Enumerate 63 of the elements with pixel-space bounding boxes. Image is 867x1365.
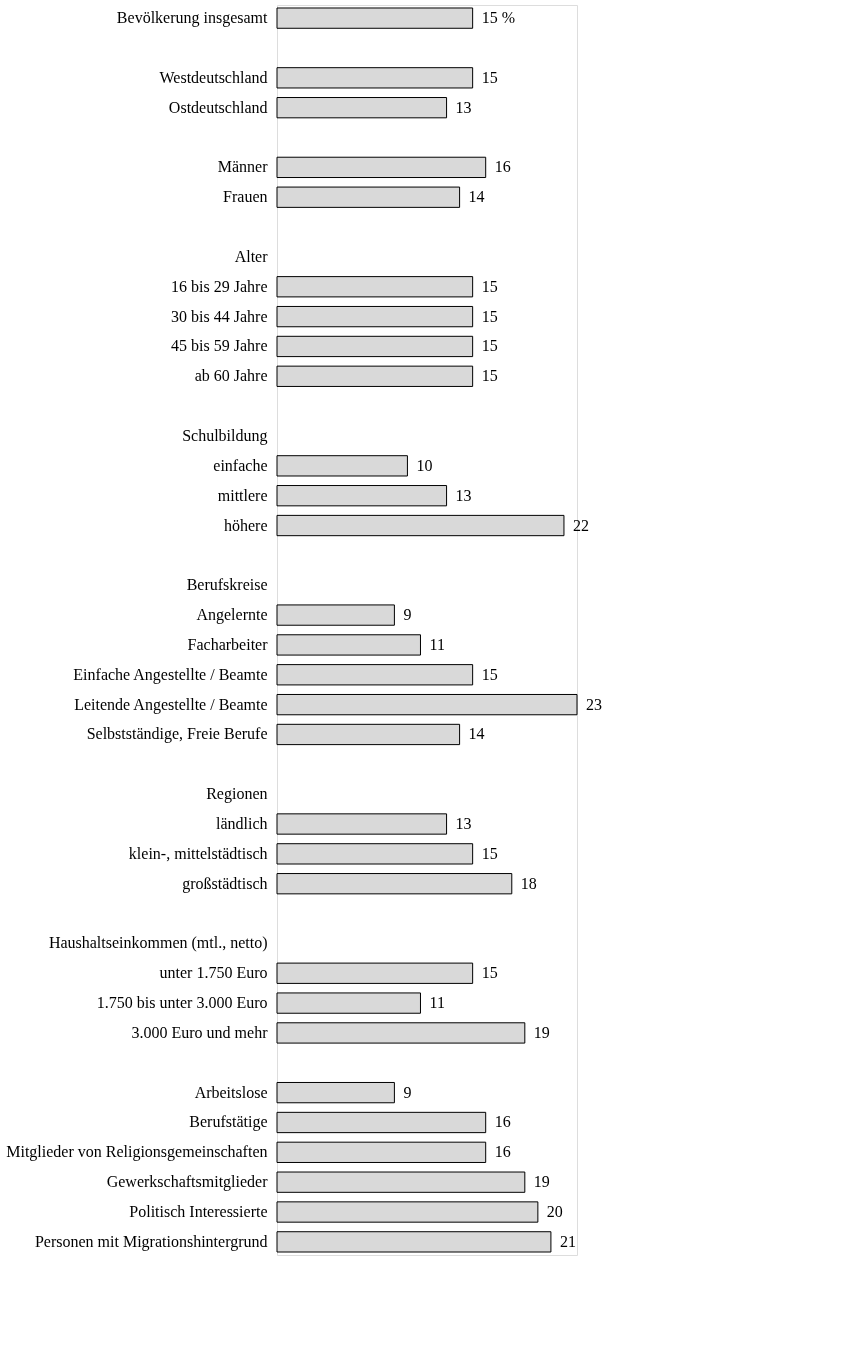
data-label: 9 — [403, 606, 412, 624]
data-label: 11 — [429, 635, 445, 653]
y-tick-label: Männer — [217, 158, 269, 176]
y-tick-label: Ostdeutschland — [168, 98, 268, 116]
data-label: 10 — [416, 456, 433, 474]
data-label: 14 — [468, 725, 485, 743]
data-label: 13 — [455, 98, 472, 116]
y-tick-label: 45 bis 59 Jahre — [171, 337, 268, 355]
y-tick-label: 3.000 Euro und mehr — [131, 1023, 269, 1041]
y-tick-label: Frauen — [223, 188, 268, 206]
y-tick-label: Alter — [234, 247, 269, 265]
data-label: 9 — [403, 1083, 412, 1101]
y-tick-label: einfache — [213, 456, 268, 474]
data-label: 15 — [481, 964, 498, 982]
data-label: 19 — [533, 1173, 550, 1191]
y-tick-label: Politisch Interessierte — [129, 1203, 268, 1221]
data-label: 16 — [494, 1113, 511, 1131]
y-tick-label: Gewerkschaftsmitglieder — [106, 1173, 269, 1192]
y-tick-label: Personen mit Migrationshintergrund — [34, 1232, 268, 1251]
data-label: 15 — [481, 337, 498, 355]
y-tick-label: mittlere — [217, 486, 268, 504]
data-label: 15 — [481, 307, 498, 325]
y-tick-label: ländlich — [215, 815, 268, 833]
y-tick-label: Schulbildung — [182, 426, 268, 445]
y-tick-label: ab 60 Jahre — [194, 367, 268, 385]
data-label: 19 — [533, 1023, 550, 1041]
data-label: 15 — [481, 367, 498, 385]
data-label: 15 % — [481, 9, 515, 27]
y-tick-label: großstädtisch — [182, 874, 268, 893]
y-tick-label: Selbstständige, Freie Berufe — [86, 725, 268, 744]
y-tick-label: unter 1.750 Euro — [159, 964, 268, 982]
data-label: 23 — [586, 695, 602, 713]
y-tick-label: Einfache Angestellte / Beamte — [73, 665, 268, 684]
y-tick-label: Regionen — [206, 785, 268, 804]
y-tick-label: klein-, mittelstädtisch — [128, 844, 268, 862]
data-label: 14 — [468, 188, 485, 206]
y-tick-label: Mitglieder von Religionsgemeinschaften — [6, 1143, 268, 1162]
data-label: 13 — [455, 815, 472, 833]
y-tick-label: Berufstätige — [189, 1113, 268, 1132]
y-tick-label: Angelernte — [196, 606, 268, 625]
data-label: 16 — [494, 1143, 511, 1161]
data-label: 18 — [520, 874, 537, 892]
data-label: 16 — [494, 158, 511, 176]
data-label: 11 — [429, 994, 445, 1012]
data-label: 15 — [481, 68, 498, 86]
y-tick-label: 16 bis 29 Jahre — [171, 277, 268, 295]
y-tick-label: Leitende Angestellte / Beamte — [74, 695, 268, 714]
data-label: 13 — [455, 486, 472, 504]
y-tick-label: höhere — [223, 516, 268, 534]
data-label: 15 — [481, 844, 498, 862]
y-tick-label: Berufskreise — [186, 576, 268, 594]
data-label: 20 — [546, 1203, 563, 1221]
y-tick-label: 1.750 bis unter 3.000 Euro — [96, 994, 268, 1012]
y-tick-label: Facharbeiter — [187, 635, 269, 653]
y-tick-label: Arbeitslose — [194, 1083, 268, 1101]
data-label: 21 — [559, 1232, 576, 1250]
y-tick-label: 30 bis 44 Jahre — [171, 307, 268, 325]
y-tick-label: Westdeutschland — [159, 68, 268, 86]
y-tick-label: Haushaltseinkommen (mtl., netto) — [48, 934, 268, 953]
y-tick-label: Bevölkerung insgesamt — [116, 9, 269, 28]
data-label: 15 — [481, 665, 498, 683]
data-label: 15 — [481, 277, 498, 295]
data-label: 22 — [572, 516, 589, 534]
